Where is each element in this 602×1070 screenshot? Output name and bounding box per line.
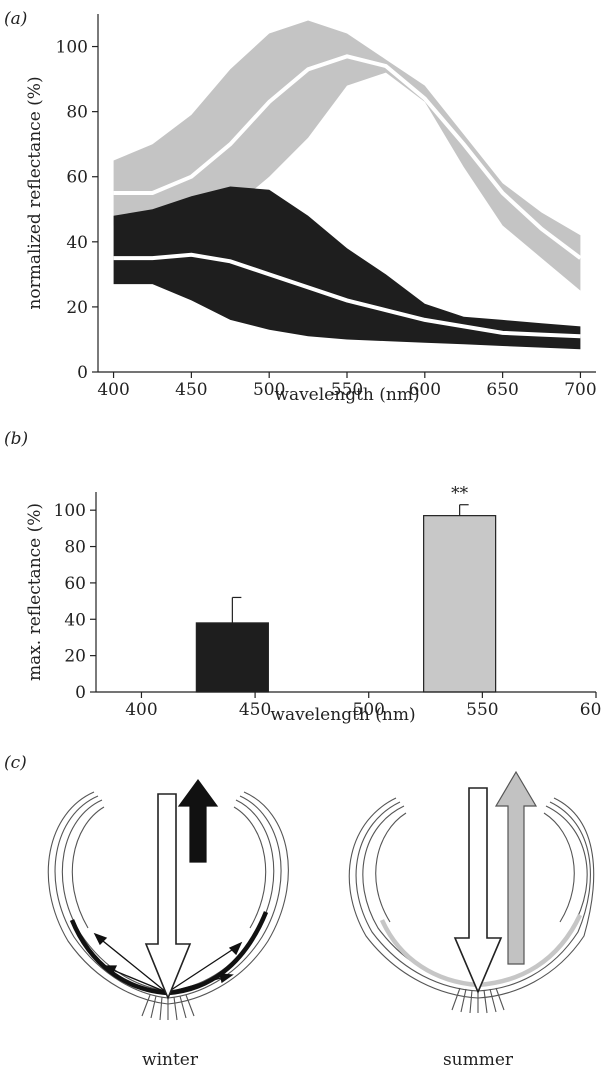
- panel-a-x-tick-label: 550: [331, 380, 363, 400]
- panel-a-series-1-error-band: [113, 186, 581, 350]
- panel-b: (b) ** 400 450 500 550 600 0 20 40 60 80 100 wavel…: [4, 429, 602, 725]
- panel-b-bar: [423, 515, 497, 693]
- panel-a-y-tick-label: 20: [66, 298, 88, 318]
- winter-incident-light-arrow: [144, 793, 192, 1001]
- panel-a-y-tick-label: 0: [77, 363, 88, 383]
- panel-a: (a) 400 450 500 550 600 650 700 0 20 40 60 80 100 wa…: [4, 9, 597, 405]
- panel-b-x-tick-label: 400: [125, 700, 157, 720]
- summer-reflected-light-arrow: [494, 770, 538, 965]
- panel-b-y-tick-label: 60: [64, 574, 86, 594]
- panel-c-label: (c): [4, 753, 27, 773]
- panel-b-bars: **: [195, 484, 497, 693]
- panel-a-x-tick-label: 650: [486, 380, 518, 400]
- panel-a-x-tick-label: 450: [175, 380, 207, 400]
- winter-scatter-arrows: [93, 932, 243, 993]
- panel-b-label: (b): [4, 429, 28, 449]
- panel-b-y-tick-label: 100: [54, 501, 86, 521]
- panel-a-series-0-mean-line: [113, 54, 582, 260]
- panel-a-y-tick-label: 100: [56, 38, 88, 58]
- panel-c: (c) winter: [4, 753, 595, 1070]
- panel-a-x-tick-label: 400: [97, 380, 129, 400]
- panel-b-x-label: wavelength (nm): [270, 705, 415, 725]
- panel-b-significance-marker: **: [451, 484, 469, 504]
- panel-b-y-tick-label: 20: [64, 647, 86, 667]
- panel-a-ticks: 400 450 500 550 600 650 700 0 20 40 60 80 100: [56, 38, 597, 400]
- panel-b-bar: [195, 622, 269, 693]
- panel-a-y-tick-label: 60: [66, 168, 88, 188]
- panel-a-x-label: wavelength (nm): [274, 385, 419, 405]
- summer-caption: summer: [443, 1050, 514, 1070]
- panel-b-y-tick-label: 80: [64, 538, 86, 558]
- panel-a-y-label: normalized reflectance (%): [25, 76, 45, 309]
- panel-b-ticks: 400 450 500 550 600 0 20 40 60 80 100: [54, 501, 602, 720]
- panel-a-x-tick-label: 600: [409, 380, 441, 400]
- winter-reflected-light-arrow: [177, 778, 219, 863]
- panel-b-y-tick-label: 0: [75, 683, 86, 703]
- panel-a-series-1-mean-line: [113, 252, 581, 339]
- panel-b-x-tick-label: 500: [353, 700, 385, 720]
- panel-b-y-tick-label: 40: [64, 610, 86, 630]
- panel-a-y-tick-label: 80: [66, 103, 88, 123]
- panel-a-x-tick-label: 500: [253, 380, 285, 400]
- panel-b-x-tick-label: 450: [239, 700, 271, 720]
- panel-a-x-tick-label: 700: [564, 380, 596, 400]
- panel-a-series: [113, 20, 582, 350]
- panel-b-x-tick-label: 600: [580, 700, 602, 720]
- summer-incident-light-arrow: [453, 787, 503, 995]
- panel-a-y-tick-label: 40: [66, 233, 88, 253]
- winter-caption: winter: [142, 1050, 199, 1070]
- panel-a-label: (a): [4, 9, 27, 29]
- panel-b-y-label: max. reflectance (%): [25, 503, 45, 681]
- panel-a-series-0-error-band: [113, 20, 581, 291]
- panel-b-x-tick-label: 550: [466, 700, 498, 720]
